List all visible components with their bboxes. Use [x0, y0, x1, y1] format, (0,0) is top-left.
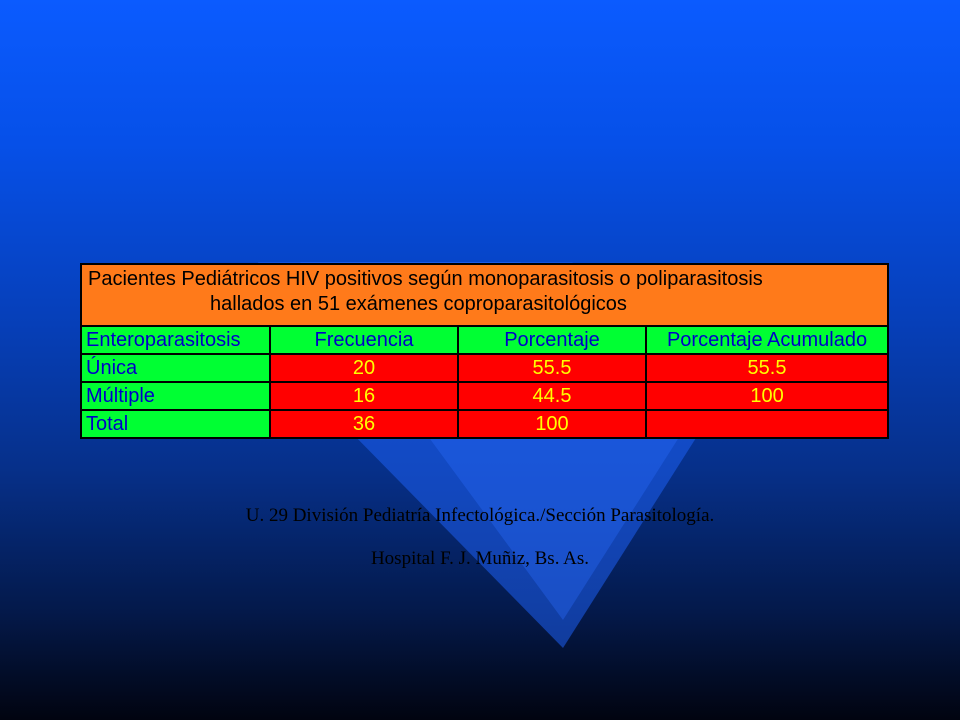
footer-source-line: U. 29 División Pediatría Infectológica./…	[245, 505, 715, 526]
row-label-multiple: Múltiple	[80, 381, 271, 411]
header-porcentaje: Porcentaje	[457, 325, 647, 355]
table-row: Múltiple 16 44.5 100	[80, 381, 890, 411]
cell-frecuencia: 36	[269, 409, 459, 439]
parasitosis-table-container: Pacientes Pediátricos HIV positivos segú…	[79, 263, 890, 439]
cell-porcentaje: 44.5	[457, 381, 647, 411]
table-title: Pacientes Pediátricos HIV positivos segú…	[79, 263, 890, 327]
header-porcentaje-acumulado: Porcentaje Acumulado	[644, 325, 890, 355]
cell-porcentaje-acumulado	[644, 409, 890, 439]
cell-frecuencia: 20	[269, 353, 459, 383]
header-frecuencia: Frecuencia	[269, 325, 459, 355]
row-label-total: Total	[80, 409, 271, 439]
table-header-row: Enteroparasitosis Frecuencia Porcentaje …	[80, 325, 890, 355]
cell-porcentaje: 100	[457, 409, 647, 439]
table-title-row: Pacientes Pediátricos HIV positivos segú…	[79, 263, 890, 327]
cell-porcentaje: 55.5	[457, 353, 647, 383]
parasitosis-table: Pacientes Pediátricos HIV positivos segú…	[79, 263, 890, 439]
footer-hospital-line: Hospital F. J. Muñiz, Bs. As.	[370, 548, 590, 569]
table-row: Total 36 100	[80, 409, 890, 439]
table-title-line-1: Pacientes Pediátricos HIV positivos segú…	[88, 268, 763, 290]
header-enteroparasitosis: Enteroparasitosis	[80, 325, 271, 355]
table-row: Única 20 55.5 55.5	[80, 353, 890, 383]
table-title-line-2: hallados en 51 exámenes coproparasitológ…	[210, 293, 627, 315]
cell-porcentaje-acumulado: 100	[644, 381, 890, 411]
cell-frecuencia: 16	[269, 381, 459, 411]
row-label-unica: Única	[80, 353, 271, 383]
cell-porcentaje-acumulado: 55.5	[644, 353, 890, 383]
